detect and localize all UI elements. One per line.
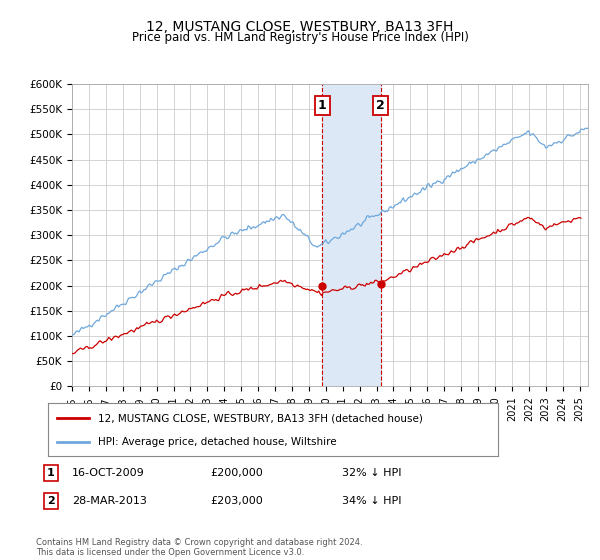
Text: 12, MUSTANG CLOSE, WESTBURY, BA13 3FH: 12, MUSTANG CLOSE, WESTBURY, BA13 3FH: [146, 20, 454, 34]
Text: 1: 1: [318, 99, 326, 112]
Text: 34% ↓ HPI: 34% ↓ HPI: [342, 496, 401, 506]
Text: 2: 2: [47, 496, 55, 506]
Text: 1: 1: [47, 468, 55, 478]
Text: £200,000: £200,000: [210, 468, 263, 478]
Text: Price paid vs. HM Land Registry's House Price Index (HPI): Price paid vs. HM Land Registry's House …: [131, 31, 469, 44]
Text: 28-MAR-2013: 28-MAR-2013: [72, 496, 147, 506]
Text: HPI: Average price, detached house, Wiltshire: HPI: Average price, detached house, Wilt…: [97, 436, 336, 446]
Bar: [322, 84, 380, 386]
Text: Contains HM Land Registry data © Crown copyright and database right 2024.
This d: Contains HM Land Registry data © Crown c…: [36, 538, 362, 557]
Text: 12, MUSTANG CLOSE, WESTBURY, BA13 3FH (detached house): 12, MUSTANG CLOSE, WESTBURY, BA13 3FH (d…: [97, 413, 422, 423]
Text: 32% ↓ HPI: 32% ↓ HPI: [342, 468, 401, 478]
Text: £203,000: £203,000: [210, 496, 263, 506]
Text: 16-OCT-2009: 16-OCT-2009: [72, 468, 145, 478]
Text: 2: 2: [376, 99, 385, 112]
